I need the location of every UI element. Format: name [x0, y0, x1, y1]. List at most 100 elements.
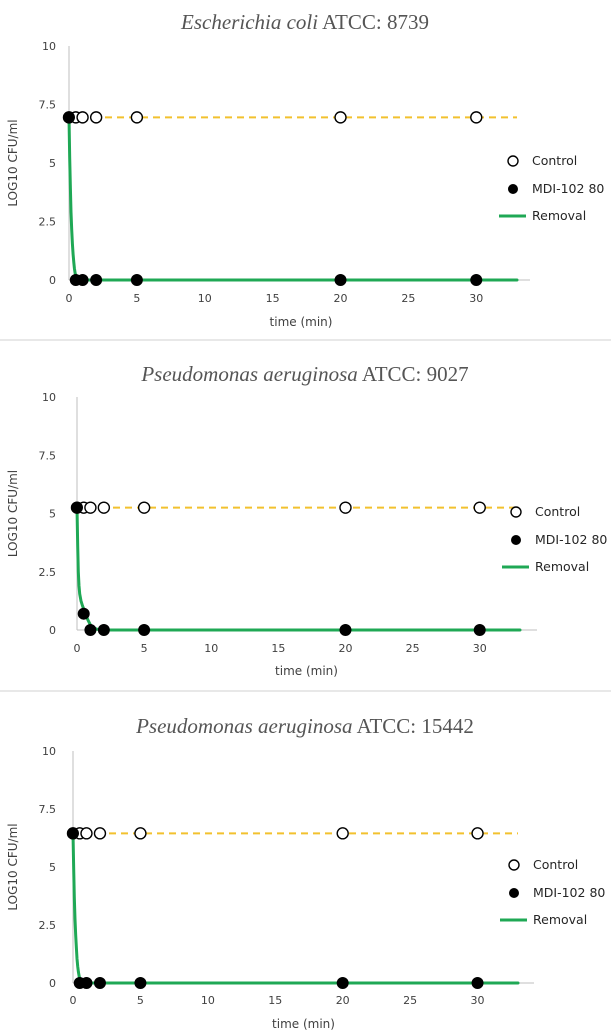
x-tick-label: 10 [204, 642, 218, 655]
y-tick-label: 10 [42, 745, 56, 758]
mdi-102-80-point [339, 624, 352, 636]
chart-title-strain: ATCC: 8739 [318, 10, 429, 34]
mdi-102-80-point [80, 977, 93, 989]
mdi-102-80-point [77, 607, 90, 620]
legend-mdi-label: MDI-102 80 [533, 885, 605, 900]
mdi-102-80-point [138, 624, 151, 636]
chart-title-species: Pseudomonas aeruginosa [140, 362, 357, 386]
y-tick-label: 2.5 [39, 566, 57, 579]
y-axis-label: LOG10 CFU/ml [6, 119, 20, 206]
y-tick-label: 2.5 [39, 919, 57, 932]
chart-title-species: Pseudomonas aeruginosa [135, 714, 352, 738]
control-point [130, 111, 144, 124]
x-tick-label: 0 [74, 642, 81, 655]
mdi-102-80-point [76, 274, 89, 286]
control-point [89, 111, 103, 124]
mdi-102-80-point [473, 624, 486, 636]
x-axis-label: time (min) [270, 315, 333, 329]
control-point [471, 827, 484, 840]
y-tick-label: 5 [49, 157, 56, 170]
chart-title-species: Escherichia coli [180, 10, 318, 34]
x-tick-label: 15 [266, 292, 280, 305]
mdi-102-80-point [84, 624, 97, 636]
x-tick-label: 5 [133, 292, 140, 305]
x-tick-label: 15 [271, 642, 285, 655]
y-tick-label: 7.5 [39, 449, 57, 462]
x-tick-label: 5 [141, 642, 148, 655]
x-tick-label: 20 [338, 642, 352, 655]
legend-mdi-label: MDI-102 80 [532, 181, 604, 196]
legend-control-marker [507, 155, 519, 167]
mdi-102-80-point [471, 977, 484, 989]
mdi-102-80-point [67, 827, 79, 840]
x-tick-label: 30 [469, 292, 483, 305]
legend-removal-label: Removal [535, 559, 589, 574]
y-axis-label: LOG10 CFU/ml [6, 470, 20, 557]
x-tick-label: 0 [70, 994, 77, 1007]
legend-mdi-marker [511, 535, 521, 545]
y-tick-label: 7.5 [39, 803, 57, 816]
x-tick-label: 20 [336, 994, 350, 1007]
control-point [137, 501, 151, 514]
y-tick-label: 5 [49, 861, 56, 874]
mdi-102-80-point [470, 274, 483, 286]
mdi-102-80-point [134, 977, 147, 989]
x-tick-label: 10 [201, 994, 215, 1007]
chart-title: Pseudomonas aeruginosa ATCC: 15442 [135, 714, 474, 738]
legend-mdi-marker [508, 184, 518, 194]
legend-removal-label: Removal [533, 912, 587, 927]
x-tick-label: 30 [471, 994, 485, 1007]
y-tick-label: 5 [49, 508, 56, 521]
legend-removal-label: Removal [532, 208, 586, 223]
control-point [334, 111, 347, 124]
mdi-102-80-point [93, 977, 106, 989]
x-tick-label: 15 [268, 994, 282, 1007]
x-tick-label: 20 [334, 292, 348, 305]
legend-control-label: Control [533, 857, 578, 872]
control-point [76, 111, 89, 124]
legend-control-marker [510, 506, 522, 518]
legend-control-label: Control [532, 153, 577, 168]
x-tick-label: 25 [401, 292, 415, 305]
chart-panel-3: Pseudomonas aeruginosa ATCC: 15442 0 2.5 5 7… [6, 714, 605, 1031]
legend-mdi-marker [509, 888, 519, 898]
y-tick-label: 10 [42, 40, 56, 53]
control-point [473, 501, 486, 514]
x-tick-label: 0 [66, 292, 73, 305]
control-point [93, 827, 107, 840]
x-tick-label: 5 [137, 994, 144, 1007]
x-tick-label: 25 [406, 642, 420, 655]
y-tick-label: 10 [42, 391, 56, 404]
y-tick-label: 7.5 [39, 99, 57, 112]
removal-curve [75, 506, 522, 632]
mdi-102-80-point [334, 274, 347, 286]
mdi-102-80-point [336, 977, 349, 989]
mdi-102-80-point [63, 111, 75, 124]
x-tick-label: 10 [198, 292, 212, 305]
removal-curve [67, 115, 519, 282]
legend-control-marker [508, 859, 520, 871]
control-point [339, 501, 352, 514]
y-axis-label: LOG10 CFU/ml [6, 823, 20, 910]
control-point [336, 827, 349, 840]
mdi-102-80-point [97, 624, 110, 636]
mdi-102-80-point [130, 274, 143, 286]
x-axis-label: time (min) [272, 1017, 335, 1031]
chart-title: Pseudomonas aeruginosa ATCC: 9027 [140, 362, 468, 386]
control-point [470, 111, 483, 124]
mdi-102-80-point [71, 501, 83, 514]
y-tick-label: 0 [49, 274, 56, 287]
chart-title-strain: ATCC: 9027 [358, 362, 469, 386]
control-point [134, 827, 147, 840]
control-point [84, 501, 97, 514]
x-tick-label: 25 [403, 994, 417, 1007]
chart-title: Escherichia coli ATCC: 8739 [180, 10, 429, 34]
y-tick-label: 0 [49, 624, 56, 637]
legend-control-label: Control [535, 504, 580, 519]
chart-title-strain: ATCC: 15442 [353, 714, 474, 738]
mdi-102-80-point [90, 274, 103, 286]
y-tick-label: 0 [49, 977, 56, 990]
control-point [80, 827, 93, 840]
x-axis-label: time (min) [275, 664, 338, 678]
